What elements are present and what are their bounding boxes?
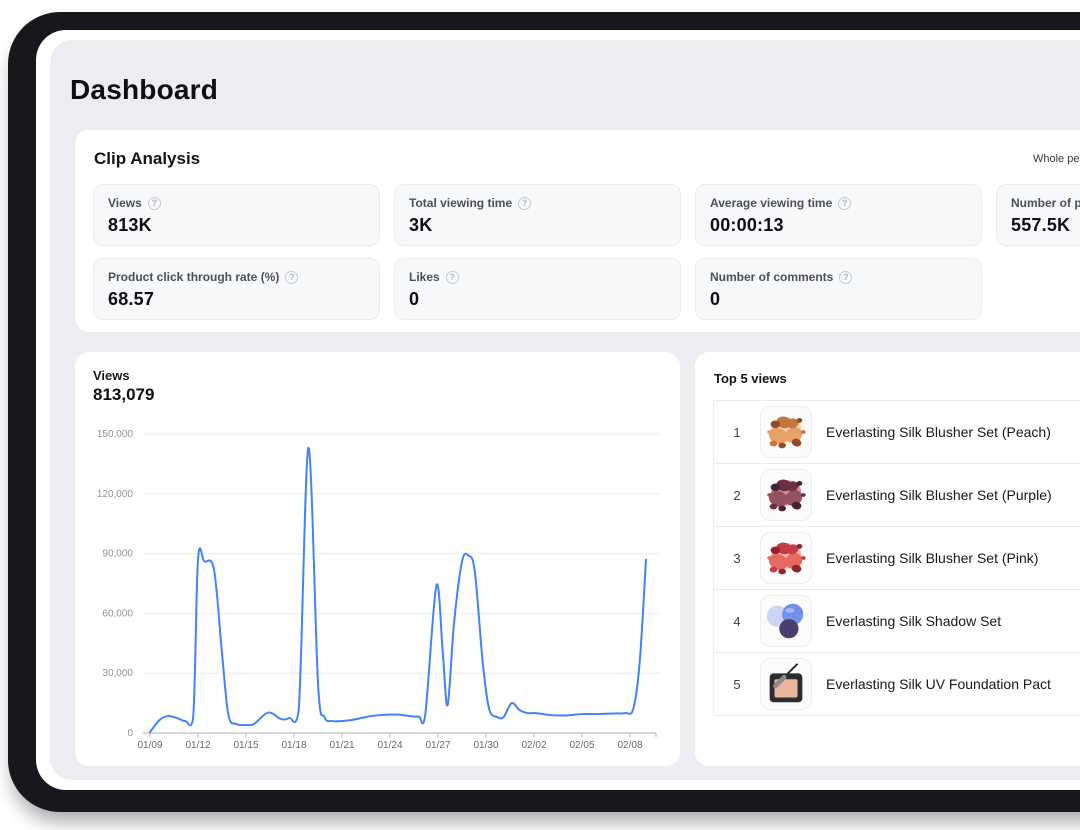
stat-label: Number of comments — [710, 270, 834, 284]
product-thumbnail-peach-blusher — [760, 406, 812, 458]
stat-label: Number of product clicks — [1011, 196, 1080, 210]
views-chart-card: Views 813,079 0 30,000 60,000 90,000 120,000… — [75, 352, 680, 766]
stat-card-likes: Likes? 0 — [394, 258, 681, 320]
help-icon[interactable]: ? — [147, 196, 161, 210]
help-icon[interactable]: ? — [838, 196, 852, 210]
rank-label: 1 — [733, 424, 741, 440]
stat-card-views: Views? 813K — [93, 184, 380, 246]
product-name: Everlasting Silk Blusher Set (Purple) — [826, 487, 1052, 503]
top5-row-5[interactable]: 5 Everlasting Silk UV Foundation Pact — [714, 653, 1080, 716]
svg-text:30,000: 30,000 — [102, 668, 133, 679]
stat-value: 557.5K — [1011, 215, 1071, 235]
product-name: Everlasting Silk UV Foundation Pact — [826, 676, 1051, 692]
svg-text:01/27: 01/27 — [425, 740, 450, 751]
clip-analysis-title: Clip Analysis — [94, 149, 201, 168]
product-name: Everlasting Silk Blusher Set (Peach) — [826, 424, 1051, 440]
help-icon[interactable]: ? — [285, 270, 299, 284]
top5-views-card: Top 5 views 1 Everlasting Silk Blusher S… — [695, 352, 1080, 766]
views-line-chart: 0 30,000 60,000 90,000 120,000 150,000 01/09 01… — [97, 429, 660, 751]
stat-label: Views — [108, 196, 142, 210]
help-icon[interactable]: ? — [518, 196, 532, 210]
stats-grid: Views? 813K Total viewing time? 3K Avera… — [93, 184, 1080, 320]
help-icon[interactable]: ? — [839, 270, 853, 284]
stat-card-comments: Number of comments? 0 — [695, 258, 982, 320]
product-thumbnail-purple-blusher — [760, 469, 812, 521]
stat-value: 813K — [108, 215, 152, 235]
top5-row-4[interactable]: 4 Everlasting Silk Shadow Set — [714, 590, 1080, 653]
stat-label: Likes — [409, 270, 440, 284]
product-thumbnail-pink-blusher — [760, 532, 812, 584]
stat-value: 68.57 — [108, 289, 155, 309]
svg-text:120,000: 120,000 — [97, 489, 134, 500]
svg-text:01/15: 01/15 — [233, 740, 258, 751]
svg-text:01/18: 01/18 — [281, 740, 306, 751]
stat-value: 3K — [409, 215, 433, 235]
rank-label: 3 — [733, 550, 741, 566]
svg-text:90,000: 90,000 — [102, 549, 133, 560]
svg-text:01/21: 01/21 — [329, 740, 354, 751]
product-thumbnail-foundation-pact — [760, 658, 812, 710]
stat-card-average-viewing-time: Average viewing time? 00:00:13 — [695, 184, 982, 246]
top5-title: Top 5 views — [714, 371, 787, 386]
svg-text:01/12: 01/12 — [185, 740, 210, 751]
svg-text:01/24: 01/24 — [377, 740, 402, 751]
svg-text:150,000: 150,000 — [97, 429, 134, 440]
chart-total-views: 813,079 — [93, 385, 155, 404]
top5-row-3[interactable]: 3 Everlasting Silk Blusher Set (Pink) — [714, 527, 1080, 590]
svg-text:02/05: 02/05 — [569, 740, 594, 751]
svg-text:60,000: 60,000 — [102, 608, 133, 619]
product-name: Everlasting Silk Shadow Set — [826, 613, 1002, 629]
stat-value: 0 — [710, 289, 721, 309]
page-title: Dashboard — [70, 74, 219, 105]
stat-card-product-clicks: Number of product clicks? 557.5K — [996, 184, 1080, 246]
product-thumbnail-shadow-set — [760, 595, 812, 647]
top5-row-2[interactable]: 2 Everlasting Silk Blusher Set (Purple) — [714, 464, 1080, 527]
svg-text:0: 0 — [127, 728, 133, 739]
stat-card-click-through-rate: Product click through rate (%)? 68.57 — [93, 258, 380, 320]
period-selector[interactable]: Whole period — [1033, 153, 1080, 165]
chart-title: Views — [93, 368, 130, 383]
rank-label: 4 — [733, 613, 741, 629]
product-name: Everlasting Silk Blusher Set (Pink) — [826, 550, 1039, 566]
stat-card-total-viewing-time: Total viewing time? 3K — [394, 184, 681, 246]
stat-label: Total viewing time — [409, 196, 513, 210]
help-icon[interactable]: ? — [445, 270, 459, 284]
svg-text:01/30: 01/30 — [473, 740, 498, 751]
rank-label: 5 — [733, 676, 741, 692]
clip-analysis-card: Clip Analysis Whole period Views? 813K T… — [75, 130, 1080, 332]
stat-value: 00:00:13 — [710, 215, 784, 235]
stat-label: Product click through rate (%) — [108, 270, 280, 284]
svg-text:01/09: 01/09 — [137, 740, 162, 751]
rank-label: 2 — [733, 487, 741, 503]
svg-text:02/02: 02/02 — [521, 740, 546, 751]
stat-value: 0 — [409, 289, 420, 309]
top5-row-1[interactable]: 1 Everlasting Silk Blusher Set (Peach) — [714, 401, 1080, 464]
top5-table: 1 Everlasting Silk Blusher Set (Peach) 2… — [713, 400, 1080, 716]
stat-label: Average viewing time — [710, 196, 833, 210]
svg-text:02/08: 02/08 — [617, 740, 642, 751]
